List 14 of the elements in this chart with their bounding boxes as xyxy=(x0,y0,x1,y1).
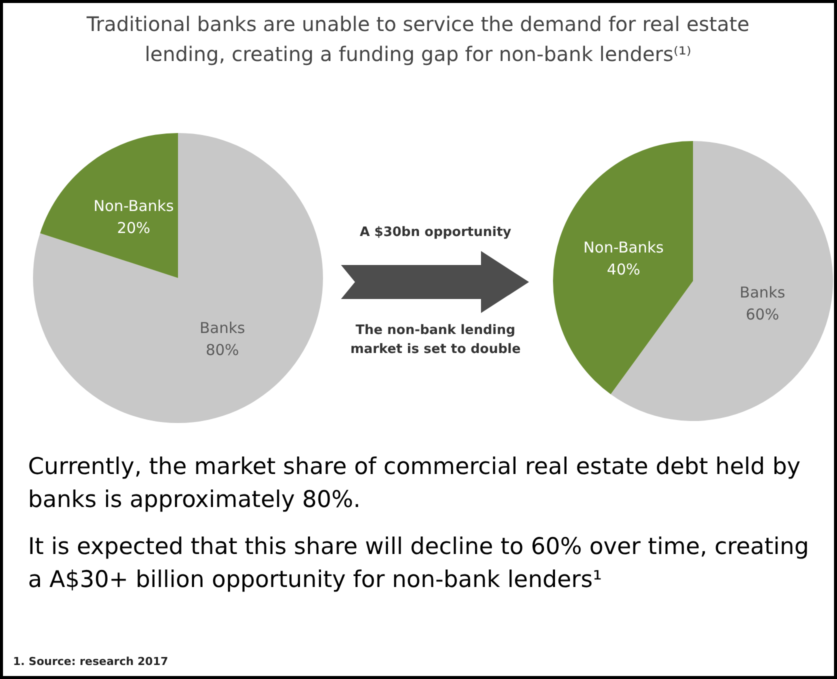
text: A $30bn opportunity xyxy=(358,225,512,240)
text: The non-bank lending market is set to double xyxy=(349,322,522,359)
data-label: 20% xyxy=(116,218,150,237)
text: It is expected that this share will decline to 60% over time, creating a A$30+ billion opportunity for non-bank lenders¹ xyxy=(28,533,810,595)
text: Currently, the market share of commercial real estate debt held by banks is approximately 80%. xyxy=(28,453,802,515)
text: 1. Source: research 2017 xyxy=(13,655,170,668)
slice-label: Banks xyxy=(200,319,246,338)
slice-label: Banks xyxy=(740,284,786,302)
data-label: 60% xyxy=(746,306,780,324)
slice-label: Non-Banks xyxy=(93,196,174,215)
text: Traditional banks are unable to service the demand for real estate lending, creating a funding gap for non-bank lenders⁽¹⁾ xyxy=(86,11,750,68)
data-label: 40% xyxy=(606,260,640,278)
slice-label: Non-Banks xyxy=(583,238,664,256)
data-label: 80% xyxy=(206,341,240,360)
